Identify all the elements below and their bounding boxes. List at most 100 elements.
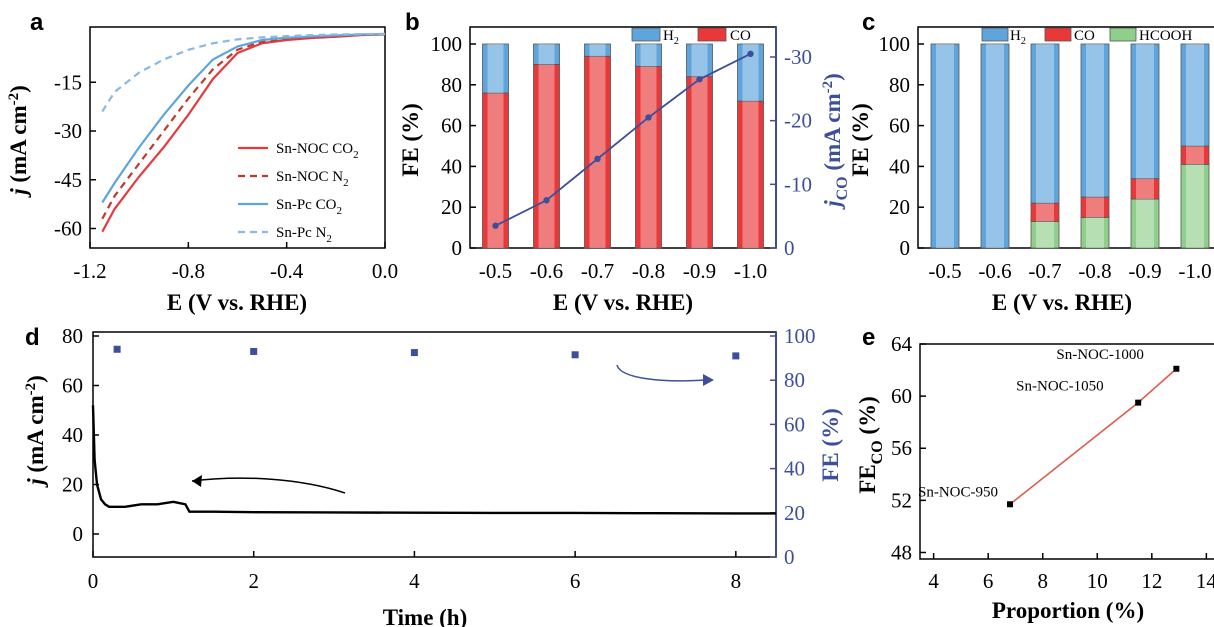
right-arrow-d [616,364,706,382]
y-tick-label-d: 40 [62,423,83,447]
bar-h2-highlight-b [640,44,657,67]
legend-label-a-2: Sn-Pc CO2 [276,197,342,217]
y-tick-label-e: 56 [891,436,912,460]
y-axis-title-c: FE (%) [848,103,873,176]
legend-label-c-hcooh: HCOOH [1139,28,1193,44]
x-axis-title-c: E (V vs. RHE) [992,290,1132,315]
bar-h2-highlight-b [691,44,708,77]
bar-co-b [533,64,560,249]
y-tick-label-c: 40 [889,154,910,178]
legend-c: H2 CO HCOOH [981,27,1193,47]
bar-h2-highlight-b [589,44,606,57]
y-axis-title-d-rest: (mA cm [23,395,48,478]
legend-label-a-sub: 2 [353,149,359,161]
legend-swatch-c-co [1044,27,1072,42]
legend-label-c-h2-name: H [1010,28,1021,44]
legend-swatch-b-co [697,27,727,42]
bar-segment-c [1130,43,1160,180]
y-axis-title-e-main: FE [855,464,880,493]
legend-label-c-co: CO [1074,28,1095,44]
x-axis-title-a: E (V vs. RHE) [167,290,307,315]
y-axis-title-d-end: ) [23,375,48,383]
y2-tick-label-d: 100 [784,324,816,348]
y2-tick-label-d: 80 [784,368,805,392]
point-label-e: Sn-NOC-1050 [1016,379,1104,395]
y-axis-title-e: FECO (%) [855,396,886,493]
series-line-a-0 [101,33,386,233]
panel-letter-c: c [862,9,875,36]
panel-letter-b: b [405,9,420,36]
current-trace-d [91,405,776,515]
x-tick-label-c: -0.9 [1128,259,1161,283]
bar-segment-highlight-c [1036,44,1054,204]
bars-c [930,43,1210,249]
y-tick-label-a: -30 [54,119,82,143]
y2-axis-title-d: FE (%) [818,408,843,481]
x-tick-label-c: -0.8 [1078,259,1111,283]
bar-segment-highlight-c [1136,44,1154,179]
y-tick-label-b: 60 [441,114,462,138]
x-tick-label-d: 6 [570,569,581,593]
x-tick-label-d: 0 [88,569,99,593]
axis-ticks-c: 0 20 40 60 80 100 -0.5 -0.6 -0.7 -0.8 -0.9 -1.0 [879,32,1212,283]
legend-label-a-name: Sn-Pc CO [276,197,337,213]
y-axis-title-a-sup: -2 [6,93,22,106]
y2-axis-title-b: jCO (mA cm-2) [820,73,851,211]
bars-b [482,43,764,249]
panel-letter-d: d [25,324,40,351]
bar-segment-c [980,43,1010,249]
series-e: Sn-NOC-950 Sn-NOC-1050 Sn-NOC-1000 [918,347,1180,508]
x-tick-label-a: -0.4 [270,259,304,283]
panel-b: b 0 20 40 60 80 100 0 -10 -20 -30 -0.5 -0.6 -0.7 -0.8… [398,9,851,315]
y-tick-label-c: 20 [889,195,910,219]
bar-h2-b [533,43,560,65]
fe-point-d [410,349,418,357]
legend-label-a-sub: 2 [336,205,342,217]
fe-point-d [250,347,258,355]
jco-point-b [492,222,499,229]
bar-segment-highlight-c [1186,164,1204,248]
x-tick-label-a: 0.0 [372,259,398,283]
legend-label-c-h2-sub: 2 [1021,36,1026,47]
bar-segment-c [930,43,960,249]
y-axis-title-a-rest: (mA cm [6,105,31,188]
bar-co-highlight-b [742,101,759,249]
bar-segment-highlight-c [1036,221,1054,248]
x-tick-label-d: 2 [248,569,259,593]
y2-axis-title-b-sup: -2 [820,81,836,94]
legend-label-c-h2: H2 [1010,28,1026,47]
y2-axis-title-b-rest: (mA cm [820,93,845,176]
legend-label-a-3: Sn-Pc N2 [276,225,332,245]
y-tick-label-d: 20 [62,473,83,497]
x-tick-label-e: 10 [1087,569,1108,593]
bar-co-highlight-b [691,76,708,248]
x-axis-title-b: E (V vs. RHE) [553,290,693,315]
bar-segment-highlight-c [1036,203,1054,222]
legend-label-a-1: Sn-NOC N2 [276,169,349,189]
y-axis-title-d-main: j [23,478,48,489]
bar-co-highlight-b [538,64,555,249]
series-point-e [1173,365,1180,372]
jco-polyline-b [495,53,751,227]
panel-letter-a: a [30,9,44,36]
y-tick-label-b: 20 [441,195,462,219]
y2-axis-title-b-main: j [820,200,845,211]
point-label-e: Sn-NOC-1000 [1056,347,1144,363]
legend-label-a-sub: 2 [326,233,332,245]
x-tick-label-e: 4 [928,569,939,593]
bar-h2-highlight-b [538,44,555,65]
legend-b: H2 CO [631,27,751,47]
bar-segment-c [1180,163,1210,249]
x-tick-label-d: 8 [731,569,742,593]
y-tick-label-b: 80 [441,73,462,97]
bar-h2-b [635,43,662,67]
bar-segment-highlight-c [1086,197,1104,218]
bar-co-highlight-b [589,56,606,248]
y-tick-label-b: 40 [441,154,462,178]
series-line-a-1 [101,33,386,220]
x-axis-title-e: Proportion (%) [992,598,1144,623]
x-tick-label-e: 8 [1037,569,1048,593]
axis-ticks-e: 4 6 8 10 12 14 48 52 56 60 64 [891,332,1214,593]
series-lines-a [101,32,386,233]
